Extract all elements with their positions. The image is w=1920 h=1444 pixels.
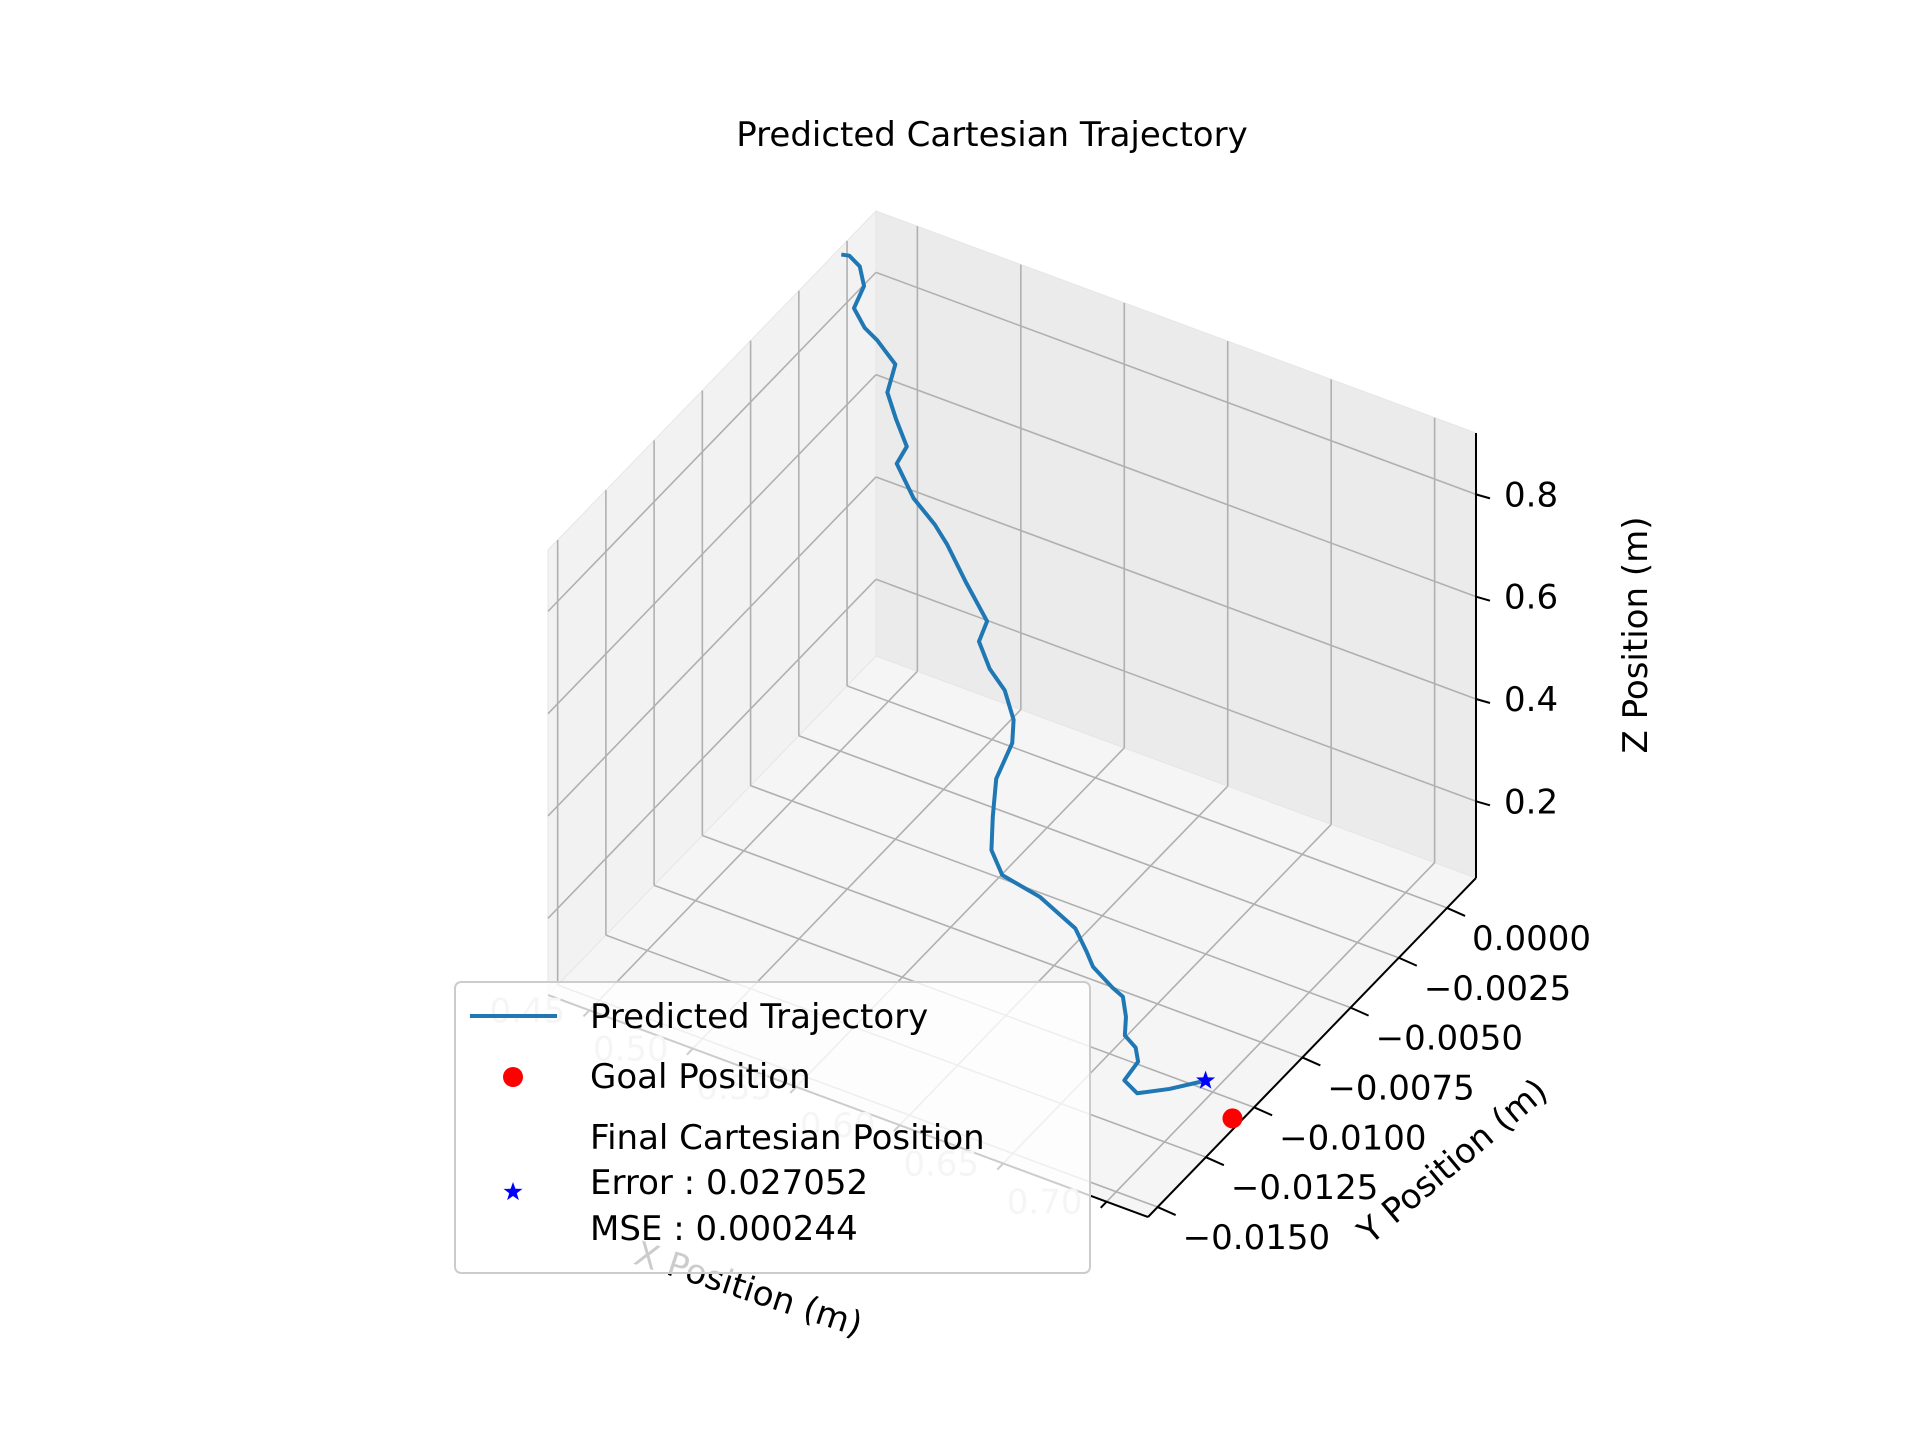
z-tick-label: 0.6 <box>1504 578 1558 618</box>
gridline-y-floor <box>846 685 1448 909</box>
z-tick-label: 0.4 <box>1504 680 1558 720</box>
y-tick <box>1157 1206 1177 1216</box>
z-tick-label: 0.2 <box>1504 782 1558 822</box>
gridline-y-floor <box>750 784 1351 1009</box>
gridline-z-left <box>547 271 877 612</box>
z-axis-label: Z Position (m) <box>1616 517 1656 754</box>
legend-label: Final Cartesian Position <box>590 1118 985 1158</box>
y-tick-label: −0.0075 <box>1327 1068 1474 1108</box>
y-tick-label: −0.0150 <box>1183 1218 1330 1258</box>
y-tick-label: −0.0025 <box>1424 969 1571 1009</box>
gridline-y-floor <box>798 735 1400 959</box>
gridline-z-left <box>547 578 877 919</box>
legend-label: Predicted Trajectory <box>590 997 928 1037</box>
z-tick <box>1475 800 1491 807</box>
gridline-z-back <box>875 271 1477 496</box>
final-position-marker <box>1196 1070 1216 1089</box>
gridline-x-floor <box>1106 862 1436 1203</box>
z-tick <box>1475 595 1491 602</box>
y-tick-label: −0.0100 <box>1279 1118 1426 1158</box>
y-tick <box>1253 1106 1273 1117</box>
legend-label: Error : 0.027052 <box>590 1163 868 1203</box>
y-axis-line <box>1147 877 1477 1218</box>
y-tick-label: −0.0050 <box>1376 1019 1523 1059</box>
y-tick <box>1205 1156 1225 1167</box>
y-tick <box>1446 906 1466 917</box>
z-tick <box>1475 493 1491 500</box>
legend-final-swatch <box>503 1182 523 1201</box>
y-tick <box>1398 956 1418 967</box>
legend-label: MSE : 0.000244 <box>590 1209 858 1249</box>
gridline-y-floor <box>702 834 1303 1059</box>
y-tick-label: 0.0000 <box>1472 919 1591 959</box>
legend-goal-swatch <box>503 1067 523 1087</box>
gridline-z-left <box>547 374 877 715</box>
legend-label: Goal Position <box>590 1057 811 1097</box>
gridline-z-back <box>875 373 1477 598</box>
y-tick <box>1350 1006 1369 1017</box>
legend: Predicted Trajectory Goal Position Final C… <box>454 981 1091 1274</box>
y-tick <box>1301 1056 1321 1067</box>
y-tick-label: −0.0125 <box>1231 1168 1378 1208</box>
z-tick <box>1475 698 1491 704</box>
trajectory-line <box>840 252 1207 1096</box>
z-tick-label: 0.8 <box>1504 475 1558 515</box>
gridline-x-floor <box>588 670 918 1011</box>
chart-title: Predicted Cartesian Trajectory <box>736 115 1247 155</box>
x-tick <box>1099 1200 1108 1209</box>
goal-position-marker <box>1222 1108 1243 1129</box>
gridline-z-back <box>875 476 1477 700</box>
gridline-z-left <box>547 476 877 817</box>
gridline-z-back <box>875 578 1477 803</box>
legend-frame <box>454 981 1091 1274</box>
